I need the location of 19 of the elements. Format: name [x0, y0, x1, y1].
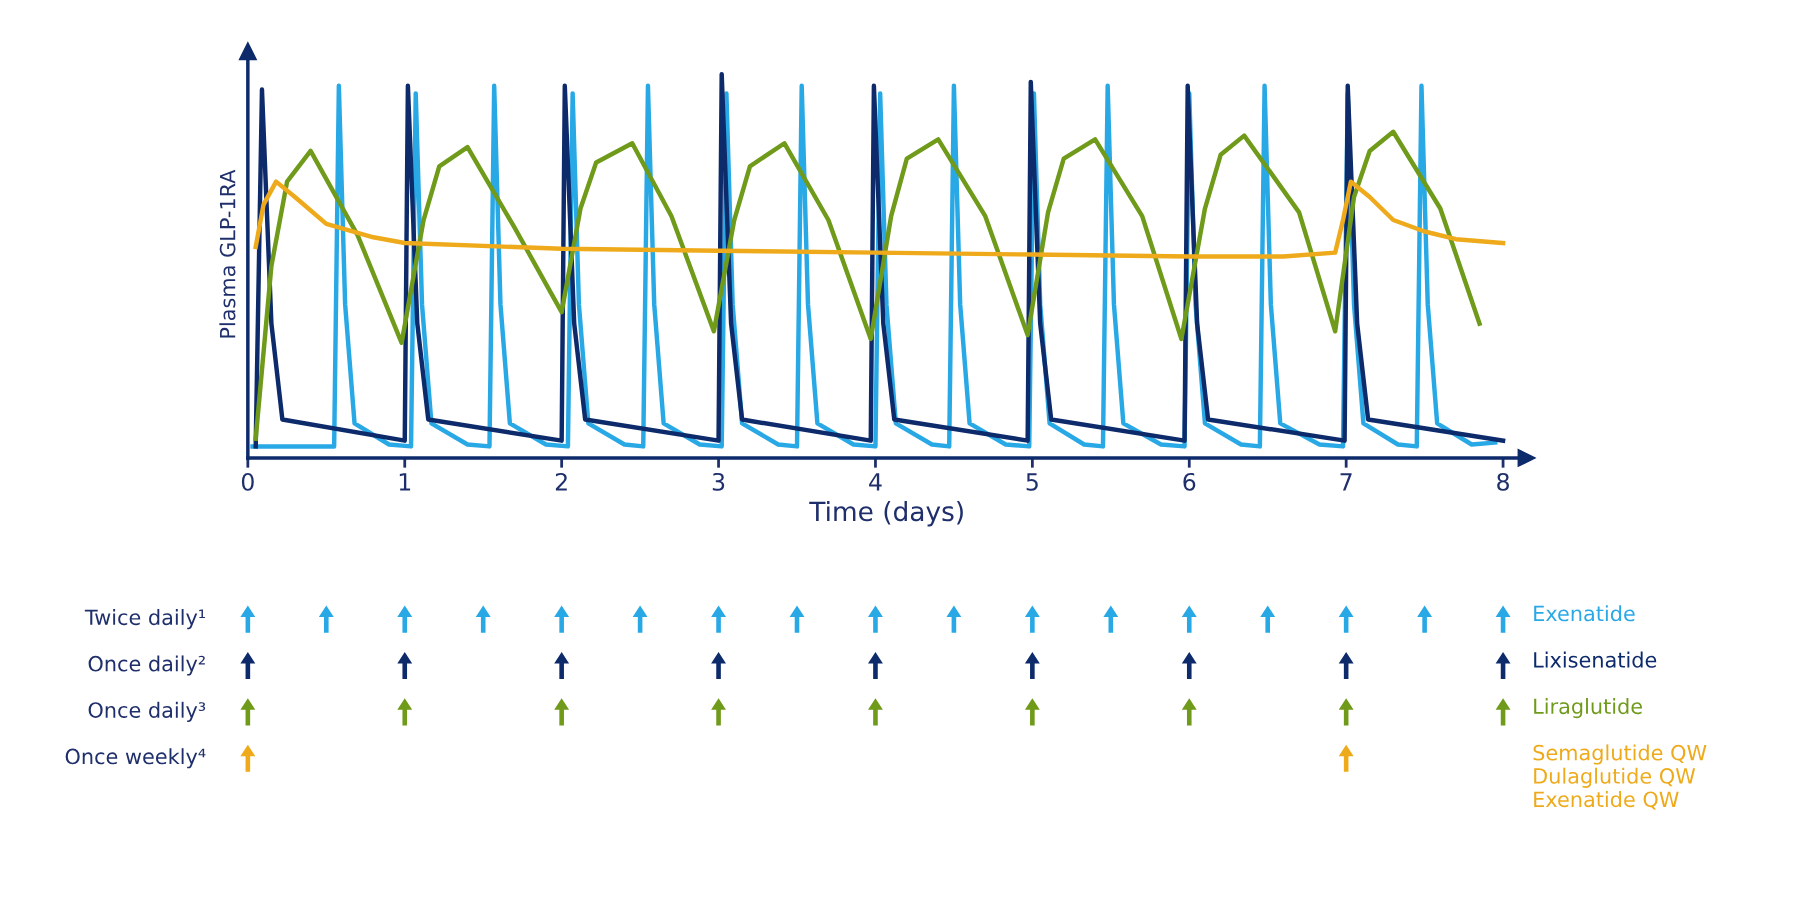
- text: Exenatide: [1534, 605, 1635, 622]
- x-tick-label: 8: [1497, 472, 1509, 491]
- x-axis-title: Time (days): [809, 500, 963, 527]
- x-tick-label: 5: [1026, 473, 1038, 491]
- x-tick-label: 2: [555, 472, 567, 491]
- text: Twice daily¹: [84, 609, 206, 630]
- text: Once daily³: [88, 701, 206, 722]
- x-tick-label: 3: [712, 472, 725, 491]
- x-tick-label: 1: [399, 473, 411, 491]
- x-tick-label: 4: [869, 473, 882, 491]
- text: Semaglutide QW Dulaglutide QW Exenatide QW: [1533, 744, 1707, 810]
- text: Once weekly⁴: [65, 748, 206, 769]
- y-axis-title: Plasma GLP-1RA: [219, 169, 236, 338]
- x-tick-label: 7: [1340, 473, 1352, 491]
- x-tick-label: 0: [241, 472, 254, 491]
- text: Lixisenatide: [1534, 651, 1657, 668]
- x-tick-label: 6: [1183, 472, 1196, 491]
- text: Once daily²: [88, 655, 205, 676]
- text: Liraglutide: [1534, 698, 1642, 719]
